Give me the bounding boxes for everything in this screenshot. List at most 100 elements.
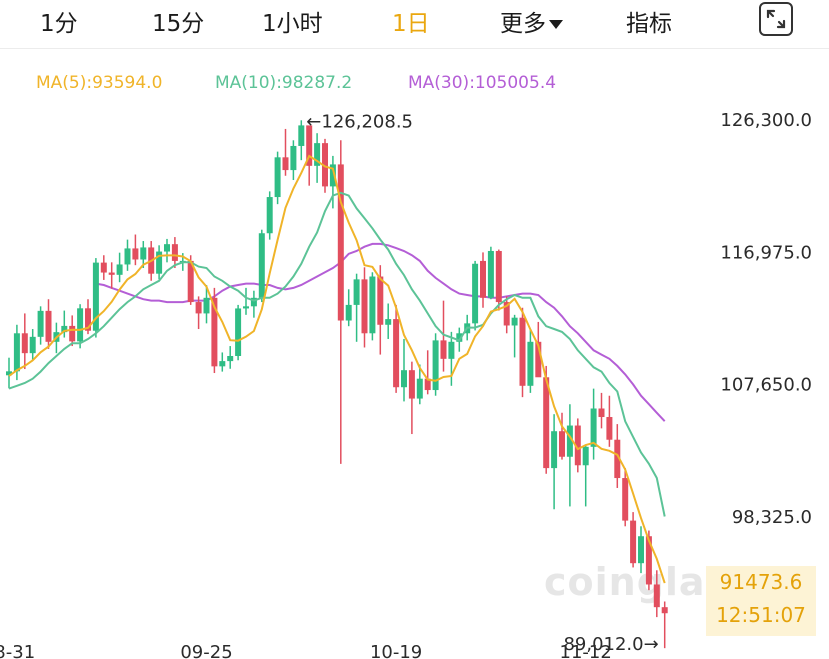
tab-1day[interactable]: 1日 — [392, 11, 430, 37]
candle — [258, 229, 265, 303]
candle-body — [661, 607, 668, 614]
ma5-line — [8, 154, 666, 584]
candle-body — [274, 157, 281, 198]
y-tick-label: 107,650.0 — [720, 375, 812, 396]
x-tick-label: 08-31 — [0, 642, 35, 659]
candle — [566, 404, 573, 507]
y-tick-label: 116,975.0 — [720, 242, 812, 263]
current-price-box: 91473.6 12:51:07 — [706, 566, 816, 636]
candle-body — [448, 341, 455, 359]
candle-body — [440, 340, 447, 359]
candle — [61, 310, 68, 338]
candle — [69, 315, 76, 347]
x-tick-label: 10-19 — [370, 642, 422, 659]
candle-body — [432, 340, 439, 391]
candle-body — [361, 279, 368, 334]
candle — [432, 333, 439, 396]
candle — [77, 304, 84, 349]
fullscreen-button[interactable] — [759, 2, 793, 36]
candle-body — [6, 371, 12, 376]
y-tick-label: 126,300.0 — [720, 110, 812, 131]
candle — [235, 304, 242, 361]
candle-body — [574, 425, 581, 466]
candle-body — [322, 143, 328, 187]
candle — [298, 120, 305, 161]
candle-body — [298, 125, 305, 146]
candle — [606, 395, 613, 447]
candle — [337, 140, 344, 464]
candle — [416, 364, 423, 405]
candle-body — [314, 143, 321, 166]
candle-body — [551, 431, 558, 469]
candle-body — [124, 248, 131, 265]
candle-body — [622, 478, 629, 521]
candle — [472, 260, 479, 331]
candle — [551, 414, 558, 510]
candle — [108, 262, 115, 289]
candle-body — [61, 325, 68, 333]
candle — [630, 512, 637, 568]
candle-body — [337, 164, 344, 321]
caret-down-icon — [549, 20, 563, 29]
ma10-line — [8, 191, 666, 517]
candle — [282, 128, 289, 176]
candle — [219, 352, 226, 372]
candle-body — [559, 431, 565, 457]
tab-indicators[interactable]: 指标 — [626, 11, 672, 37]
candle — [243, 287, 249, 315]
tab-15min[interactable]: 15分 — [152, 11, 205, 37]
candle-body — [329, 164, 336, 187]
candle-body — [235, 308, 242, 356]
candle-body — [140, 247, 147, 260]
candle — [653, 570, 660, 618]
candle-body — [566, 425, 573, 457]
candle — [582, 445, 589, 507]
ma10-legend: MA(10):98287.2 — [215, 73, 353, 93]
candle — [590, 388, 597, 460]
candle-body — [227, 355, 234, 362]
candle — [574, 418, 581, 473]
candle — [266, 191, 273, 240]
candle — [100, 255, 107, 280]
candle — [329, 155, 336, 209]
candle-body — [638, 536, 644, 564]
candle-body — [519, 317, 526, 386]
candle — [519, 307, 526, 398]
candle — [424, 350, 431, 395]
tab-more[interactable]: 更多 — [500, 4, 563, 38]
candle-body — [100, 262, 107, 273]
tab-1min[interactable]: 1分 — [40, 11, 78, 37]
candle-body — [45, 310, 52, 342]
candle — [543, 365, 550, 474]
candle-body — [606, 417, 613, 440]
candle-body — [203, 297, 210, 314]
candle — [385, 303, 392, 339]
candle — [21, 313, 28, 370]
candle-body — [630, 520, 637, 564]
candle — [503, 296, 510, 334]
candle — [116, 252, 123, 283]
candle-body — [29, 336, 36, 354]
candle — [369, 272, 376, 341]
candle-body — [171, 244, 178, 261]
candle — [314, 133, 321, 183]
candle — [480, 252, 486, 308]
tab-1hour[interactable]: 1小时 — [262, 11, 323, 37]
candle-body — [21, 333, 28, 354]
candle-body — [527, 341, 534, 386]
y-tick-label: 98,325.0 — [732, 507, 812, 528]
candle-body — [282, 157, 289, 171]
candle — [345, 289, 352, 327]
candle-body — [472, 263, 479, 324]
candle — [250, 290, 257, 318]
candle — [45, 299, 52, 349]
candle-body — [653, 584, 660, 608]
candle-body — [408, 370, 415, 399]
ma30-legend: MA(30):105005.4 — [408, 73, 557, 93]
candle-body — [132, 248, 139, 260]
candle-body — [416, 378, 423, 399]
candle-body — [258, 233, 265, 298]
candle-body — [290, 145, 297, 171]
candle-body — [487, 250, 494, 298]
